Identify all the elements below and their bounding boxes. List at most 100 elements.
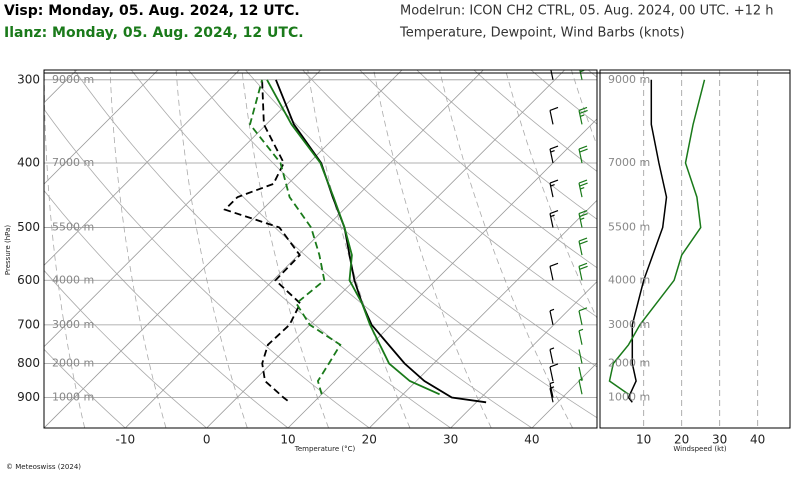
barb-half	[578, 378, 584, 381]
barb-staff	[578, 213, 583, 228]
barb-flag	[578, 237, 588, 242]
barb-staff	[549, 266, 554, 281]
barb-flag	[578, 145, 588, 150]
barb-staff	[578, 310, 583, 325]
moist-adiabat	[44, 70, 86, 428]
isotherm-grid	[287, 118, 597, 428]
height-label: 4000 m	[52, 273, 94, 286]
isotherm-grid	[369, 199, 597, 428]
moist-adiabat	[109, 70, 167, 428]
barb-half	[579, 114, 585, 117]
barb-half	[579, 187, 585, 190]
moist-adiabat	[241, 70, 329, 428]
height-label: 9000 m	[608, 73, 650, 86]
isotherm-grid	[450, 281, 597, 428]
subtitle: Temperature, Dewpoint, Wind Barbs (knots…	[399, 26, 685, 41]
wind-line	[627, 79, 668, 403]
y-tick-label: 300	[17, 72, 40, 86]
barb-staff	[549, 310, 554, 325]
y-tick-label: 500	[17, 220, 40, 234]
barb-flag	[549, 363, 559, 368]
barb-staff	[549, 388, 554, 403]
barb-flag	[579, 240, 588, 245]
barb-flag	[579, 265, 588, 270]
x-tick-label: 0	[203, 433, 211, 447]
wind-tick-label: 40	[750, 433, 765, 447]
main-frame	[43, 69, 598, 429]
barb-staff	[578, 110, 583, 125]
height-label: 9000 m	[52, 73, 94, 86]
barb-flag	[549, 209, 559, 215]
y-tick-label: 600	[17, 273, 40, 287]
barb-staff	[578, 349, 583, 364]
wind-barb	[549, 347, 555, 364]
dry-adiabat	[359, 70, 597, 269]
height-label: 2000 m	[52, 356, 94, 369]
x-tick-label: 30	[443, 433, 458, 447]
dry-adiabat	[473, 70, 597, 172]
height-label: 3000 m	[608, 318, 650, 331]
barb-half	[579, 70, 585, 73]
main-plot	[44, 70, 597, 428]
wind-axis-label: Windspeed (kt)	[673, 445, 726, 453]
isotherm	[44, 70, 159, 185]
height-label: 7000 m	[608, 156, 650, 169]
moist-adiabat	[571, 70, 597, 147]
dry-adiabat	[44, 108, 370, 428]
y-tick-label: 400	[17, 156, 40, 170]
x-tick-label: 20	[362, 433, 377, 447]
barb-flag	[549, 145, 559, 150]
barb-half	[550, 149, 555, 153]
wind-barb	[549, 209, 559, 228]
barb-flag	[549, 179, 559, 184]
dry-adiabat	[245, 70, 597, 368]
wind-line	[608, 79, 706, 395]
moist-adiabat	[307, 70, 411, 428]
wind-barb	[549, 179, 559, 198]
isotherm-grid	[531, 362, 597, 428]
barb-staff	[549, 366, 554, 382]
wind-barb	[549, 381, 555, 398]
isotherm-grid	[125, 70, 484, 428]
barb-staff	[578, 366, 583, 382]
height-label: 1000 m	[608, 391, 650, 404]
barb-staff	[578, 182, 583, 198]
y-tick-label: 800	[17, 356, 40, 370]
height-label: 5500 m	[608, 221, 650, 234]
barb-half	[549, 308, 555, 312]
height-label: 2000 m	[608, 356, 650, 369]
wind-barb	[578, 179, 588, 198]
barb-half	[550, 184, 555, 187]
wind-barb	[578, 328, 584, 345]
barb-half	[579, 217, 585, 221]
wind-tick-label: 20	[674, 433, 689, 447]
axes: -10 0 10 20 30 40 300 9000 m 9000 m 400 7000 m 7000…	[17, 72, 790, 447]
x-tick-label: 10	[280, 433, 295, 447]
moist-adiabat	[175, 70, 248, 428]
barb-staff	[578, 380, 583, 395]
wind-barb	[549, 363, 559, 382]
wind-barb	[578, 307, 588, 325]
barb-staff	[549, 213, 554, 228]
moist-adiabat	[373, 70, 492, 428]
dry-adiabat	[302, 70, 597, 318]
wind-barb	[549, 145, 559, 164]
wind-barb	[549, 106, 559, 125]
wind-barb	[578, 209, 588, 228]
barb-staff	[578, 240, 583, 256]
wind-barb	[578, 145, 588, 164]
wind-barb	[578, 366, 583, 382]
y-axis-label: Pressure (hPa)	[4, 225, 12, 275]
dry-adiabat	[44, 269, 207, 428]
dry-adiabat	[44, 189, 289, 428]
y-tick-label: 700	[17, 317, 40, 331]
barb-staff	[549, 182, 554, 198]
dry-adiabat	[73, 70, 451, 428]
profile-line	[249, 79, 342, 395]
barb-flag	[578, 179, 588, 184]
barb-staff	[578, 148, 583, 164]
x-tick-label: 40	[524, 433, 539, 447]
dry-adiabat	[44, 348, 126, 428]
height-label: 1000 m	[52, 391, 94, 404]
